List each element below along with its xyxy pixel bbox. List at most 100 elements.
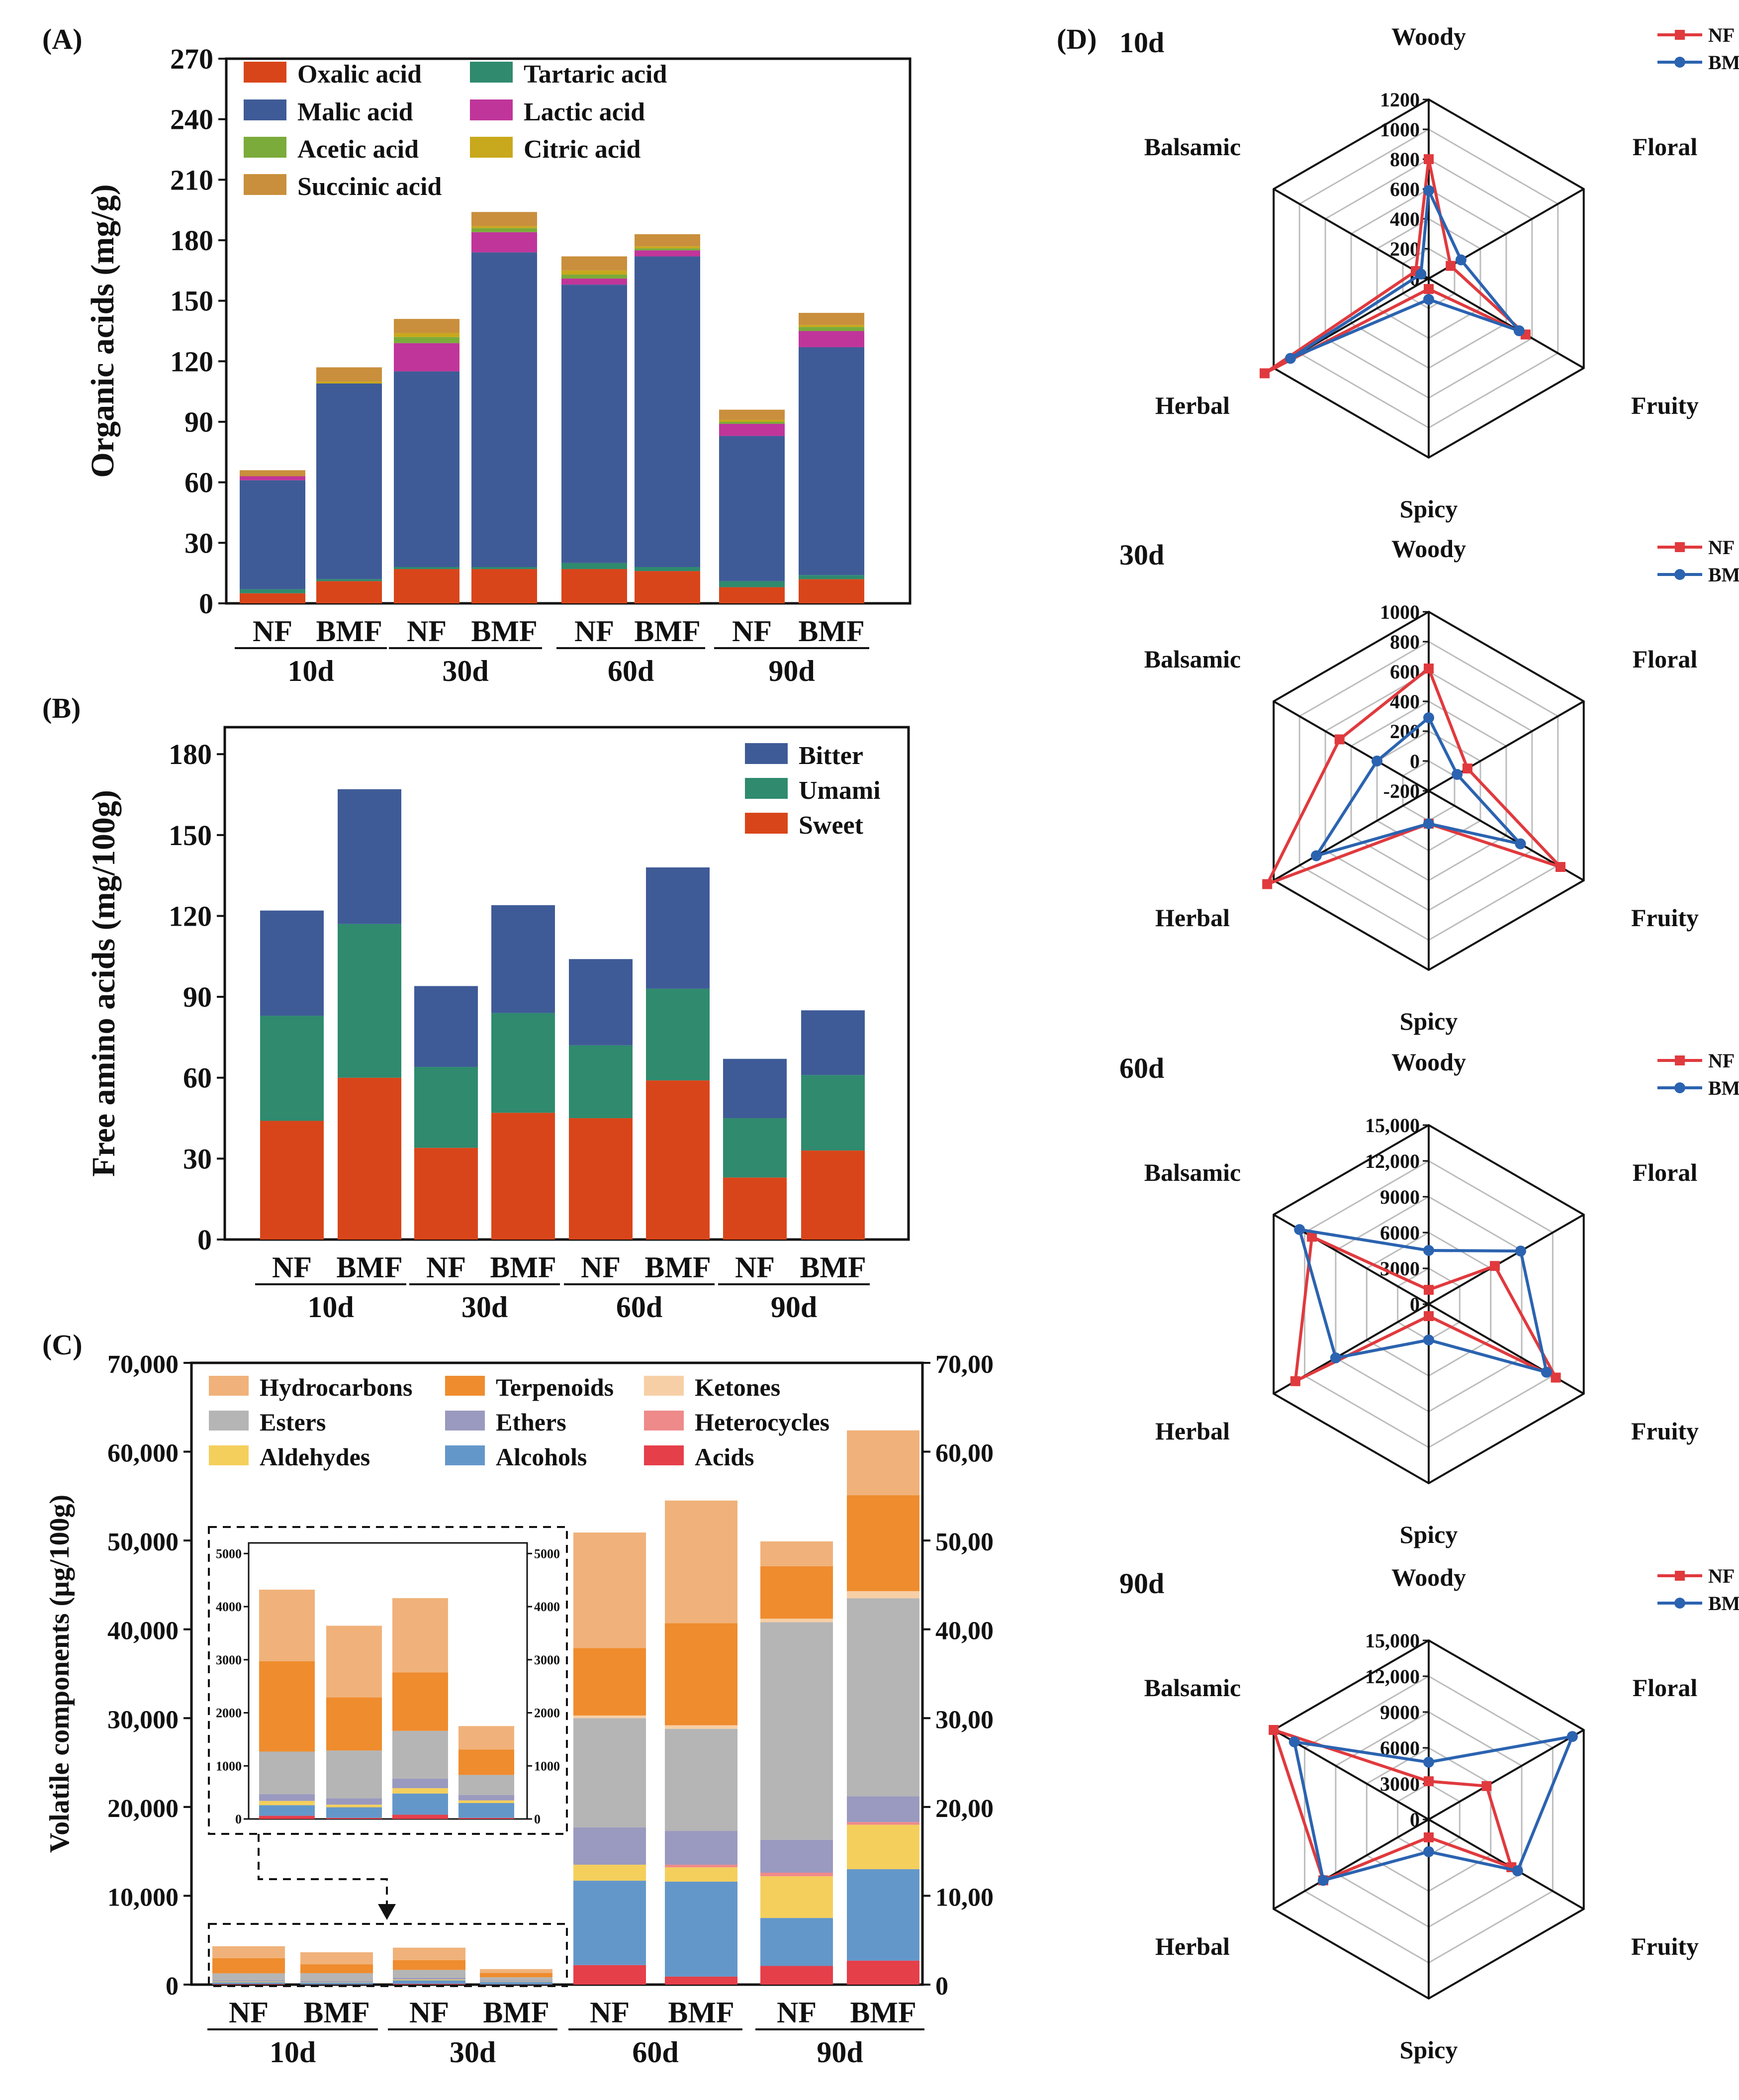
bar-segment-umami xyxy=(569,1045,633,1119)
radar-marker-nf xyxy=(1490,1261,1500,1271)
radar-marker-nf xyxy=(1462,764,1472,773)
bar-segment-umami xyxy=(646,988,710,1081)
radar-axis-label-floral: Floral xyxy=(1633,1158,1698,1186)
inset-bar-segment-terpenoids xyxy=(392,1672,448,1731)
x-category-label: NF xyxy=(409,1996,449,2029)
x-group-label: 60d xyxy=(608,655,654,686)
bar-segment-lactic-acid xyxy=(394,343,459,372)
radar-tick-label: 1000 xyxy=(1380,118,1420,141)
radar-marker-bmf xyxy=(1423,712,1434,723)
radar-marker-bmf xyxy=(1512,1865,1523,1877)
radar-axis-label-herbal: Herbal xyxy=(1155,904,1230,932)
radar-axis-label-spicy: Spicy xyxy=(1400,1007,1458,1035)
y-axis-label: Free amino acids (mg/100g) xyxy=(86,790,122,1177)
bar-segment-ethers xyxy=(300,1981,373,1983)
bar-segment-acetic-acid xyxy=(394,337,459,343)
panel-label-b: (B) xyxy=(42,692,81,724)
legend-swatch xyxy=(745,743,788,764)
radar-marker-nf xyxy=(1556,862,1566,872)
inset-bar-segment-hydrocarbons xyxy=(392,1598,448,1673)
legend-label: Esters xyxy=(260,1408,326,1436)
bar-segment-esters xyxy=(300,1973,373,1982)
y-tick-label: 30,000 xyxy=(107,1706,179,1734)
radar-marker-bmf xyxy=(1423,1245,1434,1256)
bar-segment-heterocycles xyxy=(665,1864,737,1868)
bar-segment-hydrocarbons xyxy=(847,1430,919,1496)
inset-y-tick-label-right: 0 xyxy=(534,1812,541,1826)
radar-spoke xyxy=(1428,1214,1584,1305)
bar-segment-ethers xyxy=(665,1831,737,1865)
bar-segment-malic-acid xyxy=(471,252,537,567)
legend-label: Lactic acid xyxy=(524,98,645,126)
x-category-label: BMF xyxy=(336,1251,402,1284)
legend-swatch xyxy=(445,1445,485,1465)
bar-segment-bitter xyxy=(569,959,633,1046)
bar-segment-hydrocarbons xyxy=(665,1500,737,1623)
radar-marker-nf xyxy=(1424,1311,1434,1321)
bar-segment-oxalic-acid xyxy=(240,593,305,603)
x-group-label: 10d xyxy=(270,2036,316,2069)
legend-label: Acids xyxy=(695,1443,754,1471)
inset-bar-segment-acids xyxy=(259,1815,315,1819)
bar-segment-ethers xyxy=(573,1827,646,1865)
radar-marker-bmf xyxy=(1513,325,1525,336)
bar-segment-malic-acid xyxy=(394,371,459,567)
bar-segment-citric-acid xyxy=(561,270,627,275)
x-category-label: NF xyxy=(407,615,447,648)
inset-y-tick-label: 5000 xyxy=(216,1546,242,1561)
y-tick-label: 0 xyxy=(199,587,213,620)
radar-tick-label: 800 xyxy=(1390,631,1420,653)
bar-segment-umami xyxy=(491,1013,555,1113)
x-category-label: NF xyxy=(732,615,772,648)
bar-segment-umami xyxy=(414,1067,478,1148)
volatile-components-chart: 0 0 10,000 10,000 20,000 20,000 30,000 30,000 40… xyxy=(44,1350,995,2069)
radar-tick-label: 400 xyxy=(1390,690,1420,713)
bar-segment-esters xyxy=(480,1977,552,1981)
bar-segment-umami xyxy=(260,1016,324,1121)
y-tick-label: 90 xyxy=(183,981,212,1013)
bar-segment-malic-acid xyxy=(635,256,700,567)
radar-marker-nf xyxy=(1481,1781,1492,1791)
x-group-label: 30d xyxy=(461,1291,508,1324)
radar-chart-60d: 60d030006000900012,00015,000WoodyFloralF… xyxy=(1119,1048,1739,1548)
radar-tick-label: 0 xyxy=(1410,1809,1420,1831)
inset-bar-segment-hydrocarbons xyxy=(259,1589,315,1662)
bar-segment-succinic-acid xyxy=(561,256,627,271)
inset-bar-segment-ethers xyxy=(458,1795,514,1801)
bar-segment-citric-acid xyxy=(635,246,700,249)
x-category-label: NF xyxy=(229,1996,269,2029)
radar-legend-label: NF xyxy=(1708,536,1735,559)
bar-segment-oxalic-acid xyxy=(635,571,700,603)
legend-swatch xyxy=(244,99,286,120)
y-tick-label: 60 xyxy=(183,1062,212,1094)
radar-title: 10d xyxy=(1119,26,1164,59)
radar-legend-label: NF xyxy=(1708,1050,1735,1072)
radar-spoke xyxy=(1428,278,1584,369)
legend-label: Terpenoids xyxy=(496,1373,614,1401)
inset-bar-segment-esters xyxy=(326,1750,382,1799)
bar-segment-terpenoids xyxy=(393,1960,465,1970)
radar-axis-label-spicy: Spicy xyxy=(1400,495,1458,523)
bar-segment-esters xyxy=(665,1728,737,1831)
radar-tick-label: 15,000 xyxy=(1365,1629,1420,1652)
y-tick-label: 60,000 xyxy=(107,1439,179,1468)
radar-marker-bmf xyxy=(1423,294,1434,305)
x-category-label: BMF xyxy=(303,1996,369,2029)
x-category-label: NF xyxy=(574,615,614,648)
x-category-label: NF xyxy=(777,1996,817,2029)
radar-axis-label-fruity: Fruity xyxy=(1631,1417,1699,1445)
radar-legend-label: BMF xyxy=(1708,1592,1739,1615)
radar-marker-nf xyxy=(1269,1725,1279,1735)
radar-legend-marker xyxy=(1675,542,1685,552)
bar-segment-oxalic-acid xyxy=(471,569,537,603)
legend-swatch xyxy=(244,62,286,83)
radar-marker-nf xyxy=(1424,1285,1434,1295)
radar-axis-label-spicy: Spicy xyxy=(1400,2036,1458,2064)
legend-label: Hydrocarbons xyxy=(260,1373,412,1401)
inset-bar-segment-hydrocarbons xyxy=(458,1726,514,1750)
bar-segment-esters xyxy=(393,1970,465,1978)
radar-axis-label-floral: Floral xyxy=(1633,645,1698,673)
bar-segment-malic-acid xyxy=(799,347,864,575)
aroma-radar-charts: 10d 0 200 400 600 800 1000 1200 Woody Floral Fruit… xyxy=(1119,22,1739,2064)
radar-marker-bmf xyxy=(1423,185,1434,196)
